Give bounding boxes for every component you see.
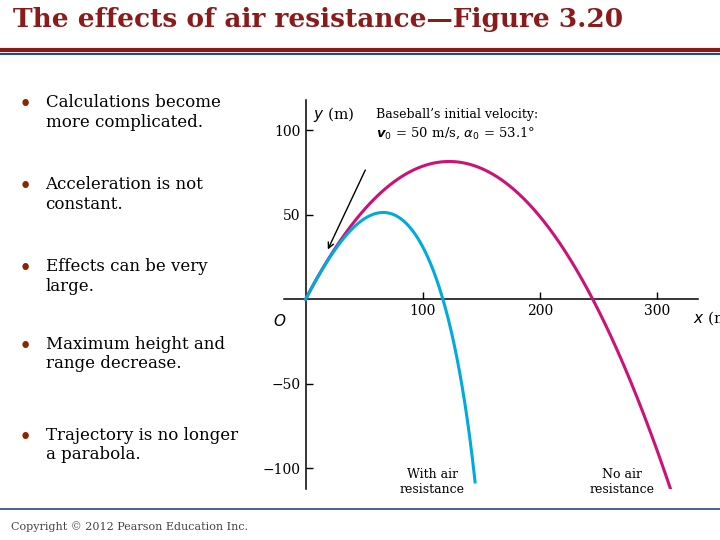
Text: $\boldsymbol{v}_0$ = 50 m/s, $\alpha_0$ = 53.1°: $\boldsymbol{v}_0$ = 50 m/s, $\alpha_0$ … bbox=[376, 125, 535, 141]
Text: Copyright © 2012 Pearson Education Inc.: Copyright © 2012 Pearson Education Inc. bbox=[11, 521, 248, 532]
Text: No air
resistance: No air resistance bbox=[590, 468, 654, 496]
Text: Calculations become
more complicated.: Calculations become more complicated. bbox=[45, 94, 220, 131]
Text: $x$ (m): $x$ (m) bbox=[693, 309, 720, 327]
Text: •: • bbox=[18, 427, 32, 449]
Text: •: • bbox=[18, 94, 32, 116]
Text: •: • bbox=[18, 176, 32, 198]
Text: Maximum height and
range decrease.: Maximum height and range decrease. bbox=[45, 336, 225, 373]
Text: Baseball’s initial velocity:: Baseball’s initial velocity: bbox=[376, 109, 538, 122]
Text: •: • bbox=[18, 258, 32, 280]
Text: Trajectory is no longer
a parabola.: Trajectory is no longer a parabola. bbox=[45, 427, 238, 463]
Text: $y$ (m): $y$ (m) bbox=[312, 105, 354, 124]
Text: Acceleration is not
constant.: Acceleration is not constant. bbox=[45, 176, 203, 213]
Text: $O$: $O$ bbox=[274, 313, 287, 329]
Text: Effects can be very
large.: Effects can be very large. bbox=[45, 258, 207, 295]
Text: The effects of air resistance—Figure 3.20: The effects of air resistance—Figure 3.2… bbox=[13, 8, 623, 32]
Text: With air
resistance: With air resistance bbox=[400, 468, 464, 496]
Text: •: • bbox=[18, 336, 32, 358]
